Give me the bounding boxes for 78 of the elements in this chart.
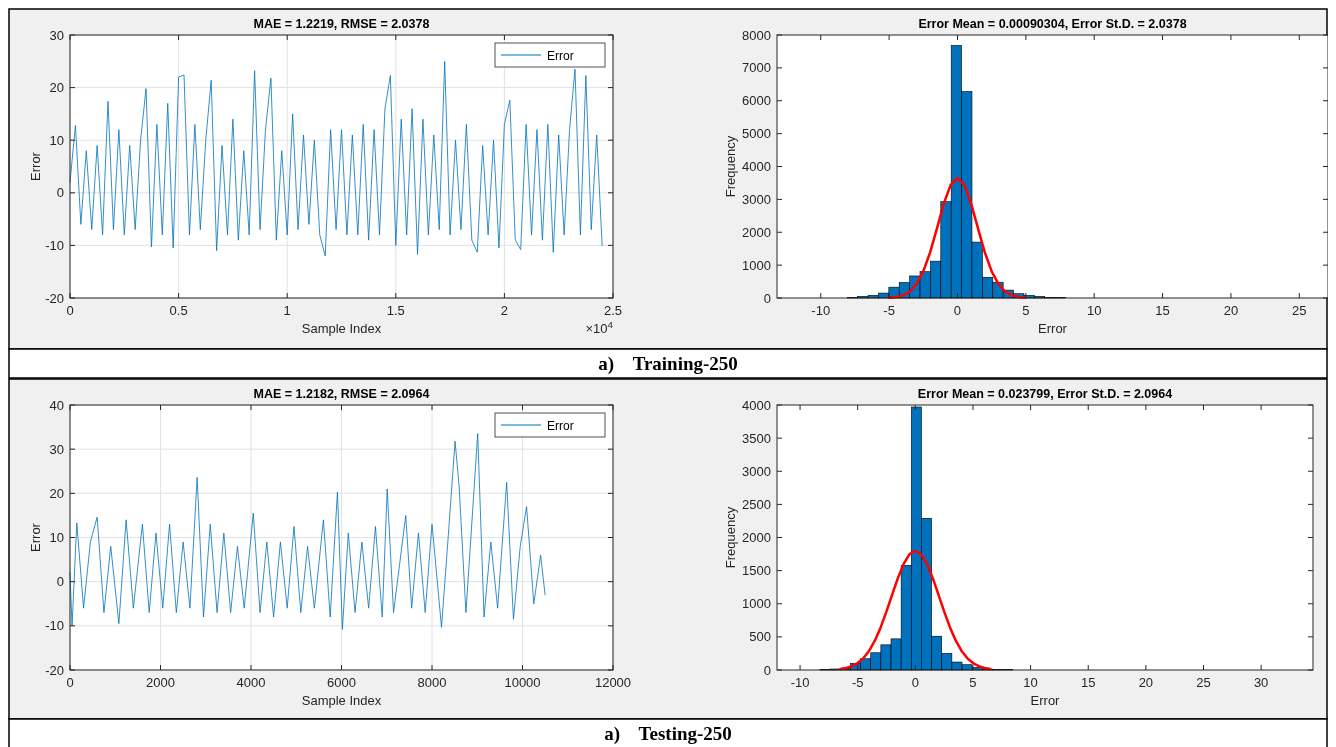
y-tick-label: -20	[45, 662, 64, 678]
x-tick-label: -5	[851, 675, 864, 690]
y-tick-label: 4000	[742, 397, 771, 413]
y-tick-label: 10	[49, 530, 64, 545]
y-tick-label: 30	[49, 27, 64, 43]
y-tick-label: 2000	[742, 530, 771, 545]
x-tick-label: 0	[911, 675, 919, 690]
x-tick-label: 0	[66, 675, 74, 690]
x-tick-label: 10	[1086, 303, 1102, 318]
legend-label: Error	[547, 418, 574, 433]
y-tick-label: 1000	[742, 596, 771, 612]
y-tick-label: 10	[49, 132, 64, 148]
y-tick-label: 4000	[742, 159, 771, 174]
x-tick-label: -5	[883, 303, 895, 318]
y-tick-label: -10	[45, 618, 64, 634]
x-tick-label: 2.5	[603, 303, 623, 318]
x-axis-title: Error	[1030, 693, 1061, 708]
y-tick-label: 500	[749, 629, 771, 645]
x-tick-label: 0.5	[169, 303, 188, 318]
y-tick-label: 0	[763, 290, 771, 306]
x-tick-label: 25	[1292, 303, 1307, 318]
legend-label: Error	[547, 48, 574, 63]
x-tick-label: 20	[1223, 303, 1239, 318]
x-tick-label: 30	[1253, 675, 1269, 690]
y-tick-label: 5000	[742, 126, 771, 142]
y-tick-label: 3000	[742, 463, 771, 479]
chart-title: MAE = 1.2182, RMSE = 2.0964	[253, 387, 430, 401]
y-axis-title: Frequency	[723, 506, 738, 569]
x-tick-label: 0	[953, 303, 962, 318]
y-tick-label: 7000	[742, 60, 771, 76]
x-tick-label: 8000	[417, 675, 447, 690]
y-tick-label: -10	[45, 237, 64, 253]
text: a) Testing-250	[604, 723, 732, 745]
chart-title: Error Mean = 0.023799, Error St.D. = 2.0964	[917, 387, 1173, 401]
x-tick-label: 2000	[146, 675, 175, 690]
x-tick-label: 20	[1138, 675, 1154, 690]
x-tick-label: -10	[790, 675, 810, 690]
x-tick-label: 1.5	[386, 303, 405, 318]
x-tick-label: 5	[969, 675, 977, 690]
y-tick-label: 1000	[742, 257, 771, 273]
y-tick-label: 0	[56, 574, 64, 590]
x-tick-label: 12000	[594, 675, 632, 690]
y-axis-title: Frequency	[723, 135, 738, 198]
x-tick-label: 15	[1080, 675, 1096, 690]
text: a) Training-250	[598, 353, 738, 375]
x-tick-label: 10000	[504, 675, 541, 690]
x-axis-title: Error	[1038, 321, 1068, 336]
y-tick-label: 6000	[742, 93, 771, 109]
y-axis-title: Error	[28, 522, 43, 552]
x-tick-label: 10	[1023, 675, 1038, 690]
y-tick-label: 20	[49, 485, 64, 501]
y-tick-label: 20	[49, 80, 64, 96]
y-tick-label: 8000	[742, 27, 771, 43]
x-tick-label: 25	[1196, 675, 1211, 690]
y-tick-label: 1500	[742, 563, 771, 579]
x-axis-title: Sample Index	[301, 693, 382, 708]
y-tick-label: 3000	[742, 191, 771, 207]
x-tick-label: -10	[811, 303, 831, 318]
y-tick-label: 2000	[742, 224, 771, 240]
y-tick-label: -20	[45, 290, 64, 306]
y-tick-label: 0	[763, 662, 771, 678]
chart-title: MAE = 1.2219, RMSE = 2.0378	[253, 17, 430, 31]
x-axis-title: Sample Index	[301, 321, 382, 336]
y-tick-label: 2500	[742, 496, 771, 512]
text: ×10$^{4}$	[585, 318, 614, 336]
chart-title: Error Mean = 0.00090304, Error St.D. = 2.0378	[918, 17, 1187, 31]
y-tick-label: 3500	[742, 430, 771, 446]
x-tick-label: 0	[66, 303, 74, 318]
y-tick-label: 30	[49, 441, 64, 457]
x-tick-label: 6000	[327, 675, 356, 690]
y-tick-label: 40	[49, 397, 64, 413]
x-tick-label: 2	[500, 303, 509, 318]
x-tick-label: 15	[1155, 303, 1170, 318]
y-tick-label: 0	[56, 185, 64, 201]
x-tick-label: 4000	[236, 675, 266, 690]
x-tick-label: 5	[1022, 303, 1030, 318]
x-tick-label: 1	[283, 303, 291, 318]
y-axis-title: Error	[28, 151, 43, 181]
